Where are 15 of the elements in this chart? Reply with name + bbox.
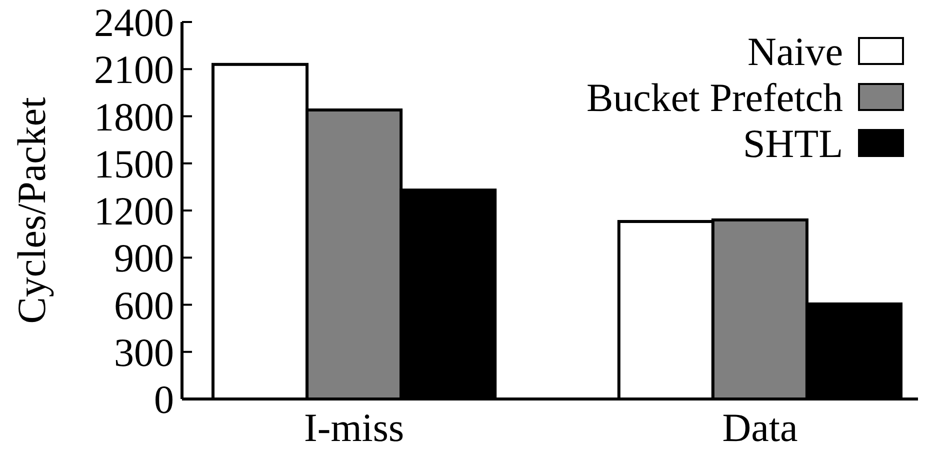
y-tick-label: 2100: [94, 47, 174, 92]
x-tick-label: I-miss: [304, 405, 404, 449]
y-tick-label: 600: [114, 282, 174, 328]
legend-label: SHTL: [743, 121, 843, 166]
y-axis-title: Cycles/Packet: [9, 97, 54, 324]
y-tick-label: 1500: [94, 141, 174, 186]
legend-label: Naive: [747, 29, 843, 74]
y-tick-label: 1800: [94, 94, 174, 140]
y-tick-label: 1200: [94, 188, 174, 234]
y-tick-label: 300: [114, 330, 174, 375]
y-tick-label: 0: [154, 377, 174, 422]
y-tick-label: 900: [114, 236, 174, 281]
legend-label: Bucket Prefetch: [586, 75, 843, 120]
x-tick-label: Data: [722, 405, 798, 449]
y-tick-label: 2400: [94, 0, 174, 45]
